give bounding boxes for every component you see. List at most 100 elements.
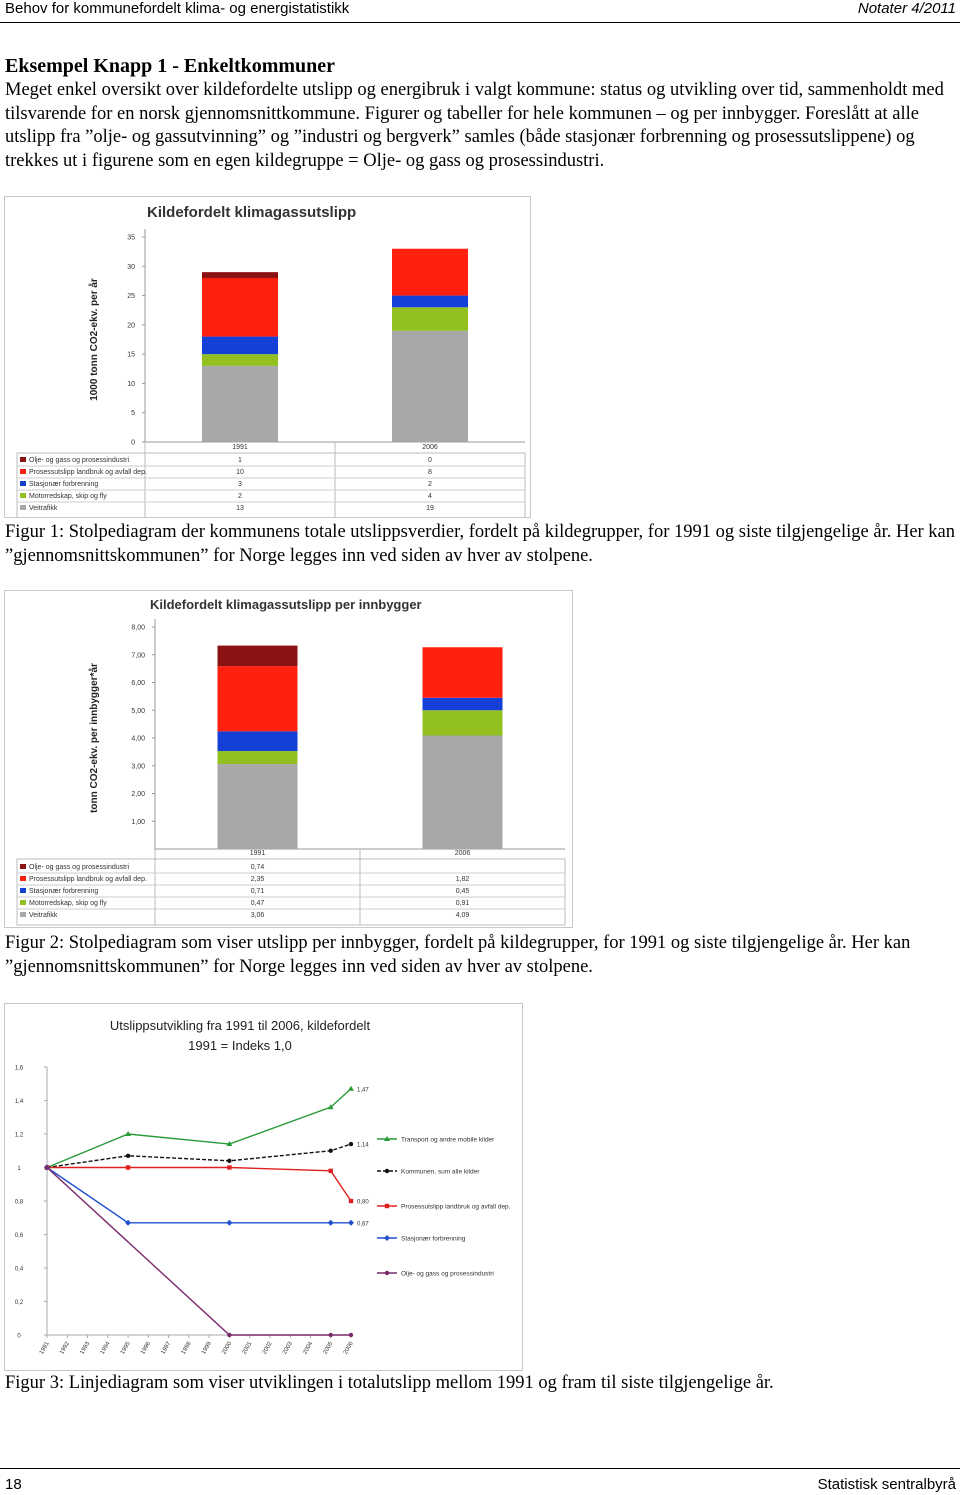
point <box>125 1219 132 1226</box>
y-tick-label: 30 <box>127 264 135 271</box>
y-tick-label: 15 <box>127 352 135 359</box>
point <box>327 1104 334 1110</box>
legend-label: Olje- og gass og prosessindustri <box>401 1271 494 1278</box>
x-tick-label: 1996 <box>140 1340 152 1355</box>
line-series <box>46 1166 351 1336</box>
table-header: 1991 <box>250 850 266 857</box>
table-value: 1,82 <box>456 876 470 883</box>
x-tick-label: 1994 <box>100 1340 112 1355</box>
point <box>226 1141 233 1147</box>
point <box>328 1148 333 1153</box>
legend-swatch <box>20 469 26 474</box>
y-tick-label: 0,2 <box>15 1300 24 1306</box>
footer-publisher: Statistisk sentralbyrå <box>817 1476 956 1493</box>
footer-rule <box>0 1468 960 1469</box>
line-series <box>46 1166 351 1224</box>
bar-segment <box>217 666 298 732</box>
point <box>125 1165 131 1170</box>
point <box>125 1153 131 1158</box>
legend-label: Prosessutslipp landbruk og avfall dep. <box>29 469 147 476</box>
legend-marker <box>384 1235 390 1241</box>
table-value: 2 <box>428 481 432 488</box>
y-tick-label: 0,6 <box>15 1233 24 1239</box>
bar-segment <box>422 710 503 736</box>
table-value: 19 <box>426 505 434 512</box>
y-tick-label: 6,00 <box>131 680 145 687</box>
point <box>125 1131 132 1136</box>
y-tick-label: 5,00 <box>131 708 145 715</box>
chart-image: Kildefordelt klimagassutslipp 1000 tonn C… <box>4 196 531 518</box>
legend-label: Kommunen, sum alle kilder <box>401 1169 480 1176</box>
legend-label: Prosessutslipp landbruk og avfall dep. <box>29 876 147 883</box>
x-tick-label: 2002 <box>262 1340 274 1355</box>
chart-title: Kildefordelt klimagassutslipp per innbyg… <box>150 597 422 612</box>
table-value: 3,06 <box>251 912 265 919</box>
bar-segment <box>392 295 468 308</box>
legend-label: Olje- og gass og prosessindustri <box>29 864 129 871</box>
legend-marker <box>384 1270 390 1276</box>
y-tick-label: 1 <box>17 1166 21 1172</box>
header-title: Behov for kommunefordelt klima- og energ… <box>5 0 350 17</box>
header-rule <box>0 22 960 23</box>
legend-label: Stasjonær forbrenning <box>401 1236 466 1243</box>
y-axis-label: 1000 tonn CO2-ekv. per år <box>88 278 100 401</box>
bar-segment <box>217 764 298 849</box>
legend-label: Stasjonær forbrenning <box>29 888 98 895</box>
y-tick-label: 1,6 <box>15 1066 24 1072</box>
table-border <box>16 452 526 517</box>
y-tick-label: 0 <box>17 1334 21 1340</box>
bar-segment <box>392 248 468 296</box>
point <box>348 1141 354 1147</box>
value-label: 0,80 <box>357 1200 369 1206</box>
legend-swatch <box>20 912 26 917</box>
table-border <box>16 858 566 926</box>
x-tick-label: 2006 <box>343 1340 355 1355</box>
point <box>227 1165 232 1170</box>
legend-swatch <box>20 505 26 510</box>
point <box>328 1168 333 1174</box>
table-value: 0,47 <box>251 900 265 907</box>
legend-marker <box>384 1203 390 1209</box>
bar-segment <box>422 697 503 711</box>
table-value: 0 <box>428 457 432 464</box>
legend-swatch <box>20 864 26 869</box>
legend-label: Stasjonær forbrenning <box>29 481 98 488</box>
legend-swatch <box>20 888 26 893</box>
legend-swatch <box>20 457 26 462</box>
paragraph: Meget enkel oversikt over kildefordelte … <box>5 80 944 171</box>
table-value: 4,09 <box>456 912 470 919</box>
table-value: 0,91 <box>456 900 470 907</box>
point <box>348 1219 354 1226</box>
x-tick-label: 1993 <box>79 1340 91 1355</box>
legend-label: Motorredskap, skip og fly <box>29 900 107 907</box>
y-tick-label: 0,4 <box>15 1267 24 1273</box>
line-series <box>47 1166 352 1202</box>
table-value: 3 <box>238 481 242 488</box>
value-label: 1,14 <box>357 1143 369 1149</box>
legend-swatch <box>20 876 26 881</box>
line-series <box>46 1143 352 1169</box>
x-tick-label: 1992 <box>59 1340 71 1355</box>
y-tick-label: 25 <box>127 293 135 300</box>
y-tick-label: 10 <box>127 381 135 388</box>
page-number: 18 <box>5 1476 22 1493</box>
table-header: 2006 <box>422 444 438 451</box>
bar-segment <box>422 647 503 698</box>
caption: Figur 3: Linjediagram som viser utviklin… <box>5 1373 774 1393</box>
x-tick-label: 1991 <box>39 1340 51 1355</box>
y-tick-label: 3,00 <box>131 763 145 770</box>
y-tick-label: 5 <box>131 410 135 417</box>
bar-segment <box>202 354 278 366</box>
table-value: 0,71 <box>251 888 265 895</box>
line-series <box>46 1088 352 1169</box>
caption: Figur 1: Stolpediagram der kommunens tot… <box>5 522 956 566</box>
chart-image: Kildefordelt klimagassutslipp per innbyg… <box>4 590 573 928</box>
legend-marker <box>384 1136 390 1141</box>
legend-label: Prosessutslipp landbruk og avfall dep. <box>401 1204 511 1211</box>
y-tick-label: 0 <box>131 440 135 447</box>
table-value: 2 <box>238 493 242 500</box>
table-value: 10 <box>236 469 244 476</box>
point <box>226 1219 233 1226</box>
